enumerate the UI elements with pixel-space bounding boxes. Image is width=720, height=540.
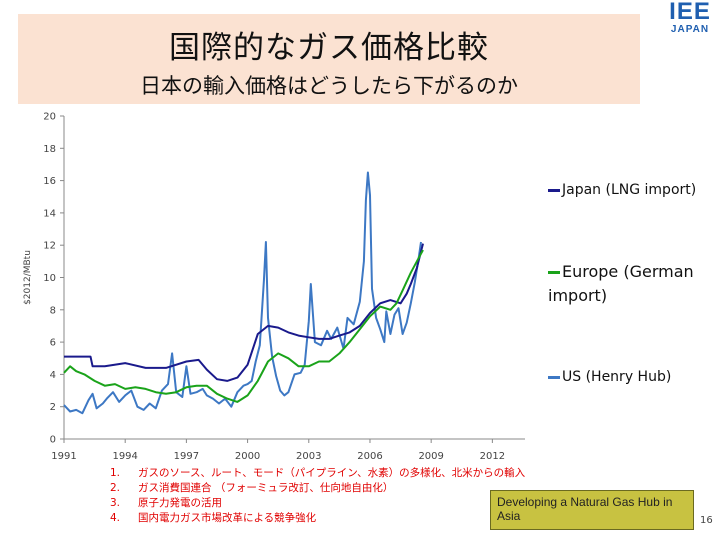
note-item: 4. 国内電力ガス市場改革による競争強化 [110,512,317,524]
legend-us-swatch [548,375,560,379]
y-tick-label: 16 [43,176,56,187]
y-tick-label: 8 [50,305,56,316]
y-tick-label: 0 [50,435,56,446]
note-item: 1. ガスのソース、ルート、モード（パイプライン、水素）の多様化、北米からの輸入 [110,467,526,479]
page-subtitle: 日本の輸入価格はどうしたら下がるのか [140,74,518,98]
gas-hub-note-box: Developing a Natural Gas Hub in Asia [490,490,694,530]
y-axis-label: $2012/MBtu [23,250,33,305]
logo-sub: JAPAN [670,24,710,35]
note-item: 2. ガス消費国連合 （フォーミュラ改訂、仕向地自由化） [110,482,394,494]
x-tick-label: 2012 [480,451,505,462]
title-banner: 国際的なガス価格比較 日本の輸入価格はどうしたら下がるのか [18,14,640,104]
y-tick-label: 2 [50,402,56,413]
legend-us: US (Henry Hub) [548,369,671,385]
y-tick-label: 20 [43,112,56,123]
y-tick-label: 6 [50,338,56,349]
legend-japan: Japan (LNG import) [548,182,696,198]
note-item: 3. 原子力発電の活用 [110,497,222,509]
legend-japan-label: Japan (LNG import) [562,182,697,198]
y-tick-label: 12 [43,241,56,252]
y-tick-label: 14 [43,208,56,219]
gas-price-chart: 0 2 4 6 8 10 12 14 16 18 20 1991 1994 1997 2000 2003 200… [23,112,525,462]
page-number: 16 [700,515,713,526]
x-tick-label: 1997 [174,451,199,462]
y-tick-label: 18 [43,144,56,155]
x-tick-label: 1991 [51,451,76,462]
logo-mark: IEE [669,0,711,25]
x-tick-label: 2006 [357,451,382,462]
x-tick-label: 2003 [296,451,321,462]
x-tick-label: 2000 [235,451,260,462]
page-title: 国際的なガス価格比較 [169,30,489,66]
series-line-0 [64,243,424,382]
legend-japan-swatch [548,188,560,192]
legend-us-label: US (Henry Hub) [562,369,672,385]
legend-europe-label: Europe (German import) [548,262,694,305]
iee-japan-logo: IEE JAPAN [662,0,718,40]
series-line-2 [63,171,422,415]
y-tick-label: 4 [50,370,56,381]
policy-notes: 1. ガスのソース、ルート、モード（パイプライン、水素）の多様化、北米からの輸入 … [110,466,550,526]
y-tick-label: 10 [43,273,56,284]
legend-europe-swatch [548,271,560,274]
series-line-1 [63,249,424,403]
legend-europe: Europe (German import) [548,260,708,308]
x-tick-label: 1994 [112,451,137,462]
x-tick-label: 2009 [418,451,443,462]
